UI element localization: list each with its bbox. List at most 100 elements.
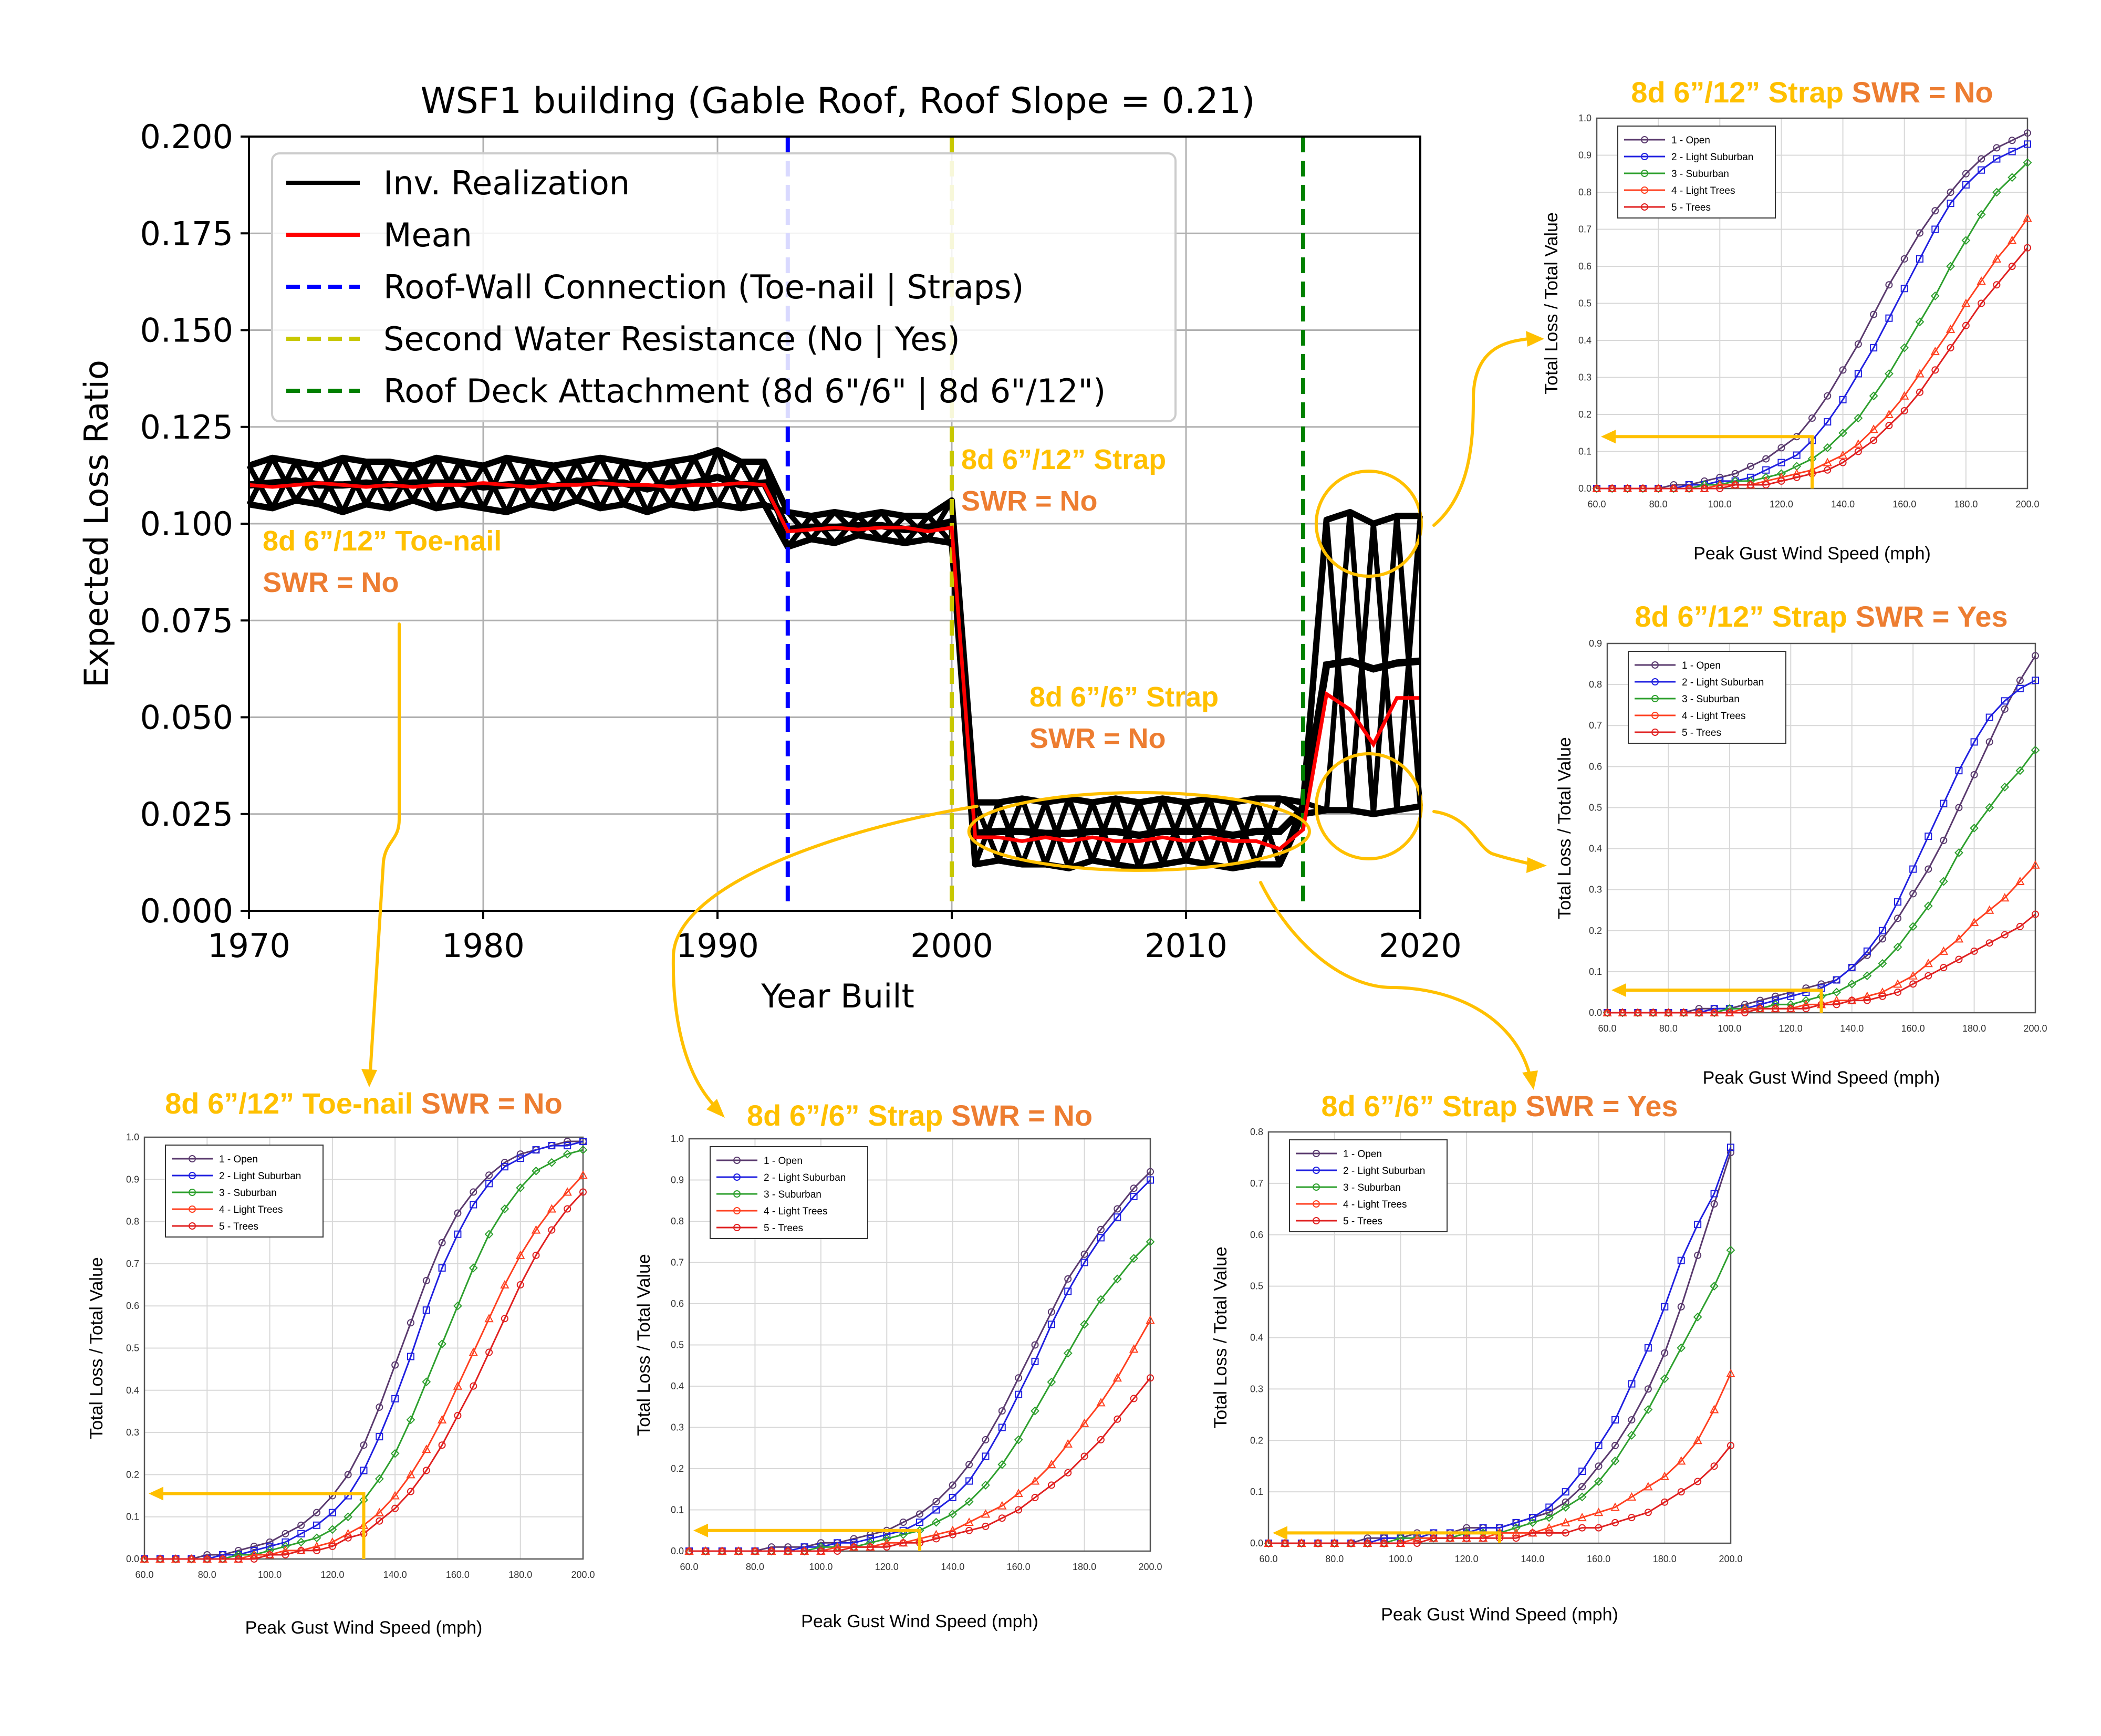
inset-legend-box — [1289, 1139, 1448, 1232]
inset-data-point — [407, 1353, 414, 1360]
inset-y-tick-label: 0.1 — [1589, 966, 1602, 977]
inset-data-point — [1660, 1374, 1669, 1384]
inset-data-point — [1878, 987, 1887, 996]
inset-data-point — [1661, 1349, 1669, 1357]
inset-data-point — [1624, 485, 1631, 492]
inset-data-point — [1854, 439, 1863, 448]
inset-x-axis-label: Peak Gust Wind Speed (mph) — [1381, 1605, 1618, 1625]
inset-data-point — [422, 1377, 431, 1387]
annotation-strap12-config: 8d 6”/12” Strap — [961, 444, 1166, 475]
inset-data-point — [2001, 931, 2009, 939]
inset-x-tick-label: 100.0 — [1708, 499, 1732, 510]
inset-data-point — [564, 1205, 571, 1213]
inset-data-point — [470, 1382, 477, 1390]
inset-readoff-arrow — [1611, 435, 1814, 488]
inset-data-point — [1364, 1534, 1371, 1542]
inset-data-point — [1878, 959, 1887, 968]
inset-data-point — [1496, 1524, 1503, 1532]
inset-x-tick-label: 200.0 — [1719, 1554, 1742, 1564]
inset-legend-box — [165, 1145, 324, 1238]
inset-data-point — [964, 1497, 974, 1506]
realization-line — [246, 455, 1423, 871]
realization-line — [248, 447, 1420, 806]
main-y-tick-label: 0.175 — [140, 214, 234, 253]
inset-data-point — [1665, 1009, 1672, 1016]
inset-legend-label: 2 - Light Suburban — [219, 1171, 301, 1182]
inset-data-point — [1544, 1513, 1554, 1522]
inset-data-point — [406, 1470, 415, 1479]
inset-data-point — [1946, 324, 1956, 333]
inset-data-point — [219, 1555, 227, 1563]
inset-data-point — [1064, 1287, 1072, 1295]
inset-data-point — [391, 1504, 399, 1512]
inset-data-point — [1685, 485, 1693, 492]
main-x-tick-label: 1990 — [676, 927, 759, 965]
inset-data-point — [784, 1543, 792, 1551]
inset-data-point — [1900, 391, 1909, 400]
inset-data-point — [297, 1546, 305, 1554]
inset-data-point — [1047, 1321, 1055, 1328]
inset-data-point — [391, 1361, 399, 1369]
inset-x-tick-label: 60.0 — [1587, 499, 1606, 510]
inset-x-axis-label: Peak Gust Wind Speed (mph) — [245, 1618, 483, 1638]
inset-legend-label: 3 - Suburban — [219, 1188, 277, 1199]
inset-x-tick-label: 200.0 — [1138, 1562, 1162, 1572]
inset-data-point — [1047, 1460, 1056, 1469]
inset-x-axis-label: Peak Gust Wind Speed (mph) — [1693, 544, 1931, 564]
inset-series-line — [1268, 1373, 1732, 1544]
inset-data-point — [454, 1209, 462, 1217]
inset-data-point — [1955, 804, 1963, 812]
inset-legend-label: 4 - Light Trees — [764, 1206, 827, 1217]
inset-data-point — [1808, 414, 1816, 422]
inset-data-point — [767, 1543, 775, 1551]
inset-data-point — [1130, 1184, 1138, 1192]
inset-data-point — [1756, 1005, 1764, 1013]
inset-data-point — [1801, 1000, 1811, 1009]
inset-data-point — [328, 1509, 336, 1516]
inset-data-point — [1112, 1274, 1122, 1284]
inset-data-point — [1772, 992, 1780, 1000]
inset-data-point — [437, 1415, 447, 1424]
inset-data-point — [501, 1315, 508, 1323]
inset-data-point — [1824, 418, 1832, 426]
inset-x-tick-label: 180.0 — [1954, 499, 1978, 510]
inset-data-point — [1940, 964, 1948, 972]
inset-data-point — [965, 1477, 973, 1485]
inset-data-point — [1940, 836, 1948, 844]
inset-legend-marker — [189, 1172, 196, 1179]
inset-data-point — [981, 1509, 991, 1518]
inset-series-line — [689, 1171, 1151, 1552]
inset-legend-label: 2 - Light Suburban — [1343, 1166, 1425, 1177]
legend-label-roof-wall: Roof-Wall Connection (Toe-nail | Straps) — [383, 268, 1024, 307]
inset-legend-marker — [1641, 186, 1648, 194]
inset-x-tick-label: 120.0 — [1779, 1023, 1803, 1034]
inset-data-point — [438, 1239, 446, 1246]
inset-data-point — [1772, 996, 1780, 1004]
inset-data-point — [578, 1170, 588, 1179]
inset-data-point — [1130, 1395, 1138, 1402]
inset-data-point — [501, 1159, 508, 1167]
inset-title: 8d 6”/6” Strap SWR = Yes — [1321, 1089, 1678, 1122]
inset-data-point — [2008, 148, 2016, 155]
inset-data-point — [438, 1339, 447, 1348]
inset-y-tick-label: 0.4 — [1250, 1333, 1263, 1343]
inset-data-point — [982, 1452, 990, 1460]
inset-legend-marker — [1651, 729, 1659, 736]
inset-data-point — [1710, 1462, 1718, 1470]
inset-data-point — [1397, 1540, 1405, 1547]
inset-data-point — [1756, 1001, 1764, 1009]
inset-y-tick-label: 0.9 — [1589, 638, 1602, 649]
inset-y-tick-label: 0.6 — [1250, 1230, 1263, 1240]
inset-data-point — [1096, 1295, 1106, 1304]
inset-data-point — [1031, 1357, 1039, 1365]
inset-legend-label: 1 - Open — [219, 1154, 258, 1165]
inset-data-point — [344, 1529, 353, 1537]
inset-data-point — [1265, 1540, 1272, 1547]
inset-legend-label: 5 - Trees — [1671, 202, 1711, 213]
inset-data-point — [1854, 413, 1863, 423]
inset-data-point — [1947, 344, 1954, 352]
inset-data-point — [1741, 1001, 1749, 1009]
inset-data-point — [1594, 1508, 1604, 1516]
inset-data-point — [1080, 1452, 1088, 1460]
inset-data-point — [485, 1171, 493, 1179]
